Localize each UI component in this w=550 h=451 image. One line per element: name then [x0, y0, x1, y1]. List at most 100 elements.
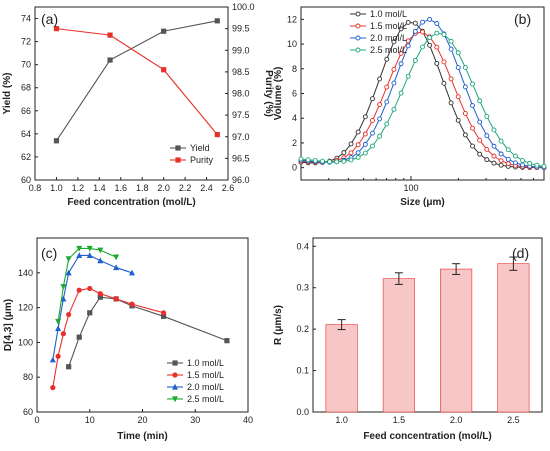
data-point	[412, 20, 418, 26]
data-point	[398, 50, 404, 56]
x-tick-label: 30	[190, 415, 200, 425]
data-point	[161, 67, 167, 73]
data-point	[462, 111, 468, 116]
data-point	[448, 76, 454, 82]
y-tick-label: 0	[292, 163, 297, 173]
legend-label: 1.5 mol/L	[187, 370, 224, 380]
legend-marker	[355, 23, 361, 29]
data-point	[86, 245, 93, 252]
x-axis-label: Feed concentration (mol/L)	[363, 431, 491, 442]
series-line-0	[55, 20, 218, 142]
y-tick-label: 8	[292, 64, 297, 74]
data-point	[113, 264, 120, 271]
data-point	[434, 44, 440, 50]
y-right-tick-label: 96.5	[232, 153, 250, 163]
data-point	[405, 19, 411, 25]
data-point	[520, 158, 526, 163]
data-point	[370, 118, 375, 123]
data-point	[362, 131, 368, 137]
data-point	[355, 129, 361, 135]
x-axis-label: Time (min)	[117, 431, 167, 442]
data-point	[362, 150, 368, 156]
data-point	[76, 252, 83, 258]
data-point	[398, 90, 404, 96]
x-tick-label: 2.2	[179, 183, 192, 193]
y-tick-label: 120	[18, 303, 33, 313]
data-point	[505, 156, 511, 162]
data-point	[462, 132, 468, 138]
bar	[382, 278, 415, 413]
data-point	[420, 29, 425, 35]
data-point	[161, 313, 167, 319]
data-point	[534, 162, 540, 168]
data-point	[97, 247, 104, 254]
data-point	[541, 163, 547, 169]
y-axis-label: D[4,3] (μm)	[3, 299, 14, 351]
y-tick-label: 70	[21, 60, 31, 70]
data-point	[348, 157, 354, 163]
x-tick-label: 20	[137, 415, 147, 425]
legend-label: 2.5 mol/L	[187, 394, 224, 404]
data-point	[512, 153, 518, 159]
series-line-1	[52, 287, 164, 388]
legend-label: 2.5 mol/L	[370, 45, 407, 55]
bar	[440, 268, 473, 413]
y-right-axis-label: Purity (%)	[263, 70, 274, 117]
data-point	[448, 100, 454, 106]
x-tick-label: 2.0	[450, 415, 463, 425]
x-tick-label: 1.5	[393, 415, 406, 425]
legend-label: 1.0 mol/L	[187, 358, 224, 368]
y-tick-label: 80	[23, 372, 33, 382]
data-point	[107, 57, 113, 63]
data-point	[76, 334, 82, 340]
x-axis-label: Size (μm)	[400, 197, 444, 208]
data-point	[491, 127, 497, 133]
series-line-3	[57, 247, 117, 322]
data-point	[527, 160, 533, 166]
panel-label-b: (b)	[514, 11, 531, 27]
data-point	[470, 81, 475, 87]
data-point	[384, 84, 390, 90]
y-tick-label: 0.3	[296, 283, 309, 293]
y-tick-label: 100	[18, 337, 33, 347]
x-tick-label: 0	[34, 415, 39, 425]
y-tick-label: 140	[18, 268, 33, 278]
legend-marker	[172, 396, 178, 403]
data-point	[434, 60, 440, 66]
data-point	[391, 80, 397, 86]
data-point	[427, 16, 433, 22]
data-point	[341, 158, 347, 164]
data-point	[441, 59, 447, 65]
data-point	[512, 160, 518, 166]
y-tick-label: 60	[21, 175, 31, 185]
data-point	[477, 137, 483, 143]
y-axis-label: Yield (%)	[2, 73, 13, 115]
y-tick-label: 66	[21, 106, 31, 116]
x-tick-label: 1.0	[50, 183, 63, 193]
series-line-1	[300, 31, 545, 169]
data-point	[214, 18, 220, 24]
legend-marker	[172, 383, 178, 390]
legend-marker	[355, 11, 361, 17]
data-point	[319, 158, 325, 164]
y-tick-label: 0.1	[296, 366, 309, 376]
data-point	[334, 159, 340, 165]
data-point	[491, 160, 497, 166]
data-point	[498, 158, 504, 164]
data-point	[391, 106, 397, 112]
data-point	[65, 256, 72, 263]
x-tick-label: 2.0	[157, 183, 170, 193]
y-right-tick-label: 96.0	[232, 175, 250, 185]
data-point	[498, 162, 504, 168]
y-tick-label: 12	[287, 14, 297, 24]
data-point	[76, 245, 83, 252]
data-point	[113, 254, 120, 261]
data-point	[128, 269, 135, 276]
data-point	[370, 130, 375, 136]
data-point	[477, 151, 483, 157]
data-point	[113, 296, 119, 302]
x-tick-label: 0.8	[29, 183, 42, 193]
data-point	[420, 44, 425, 50]
data-point	[398, 61, 404, 67]
